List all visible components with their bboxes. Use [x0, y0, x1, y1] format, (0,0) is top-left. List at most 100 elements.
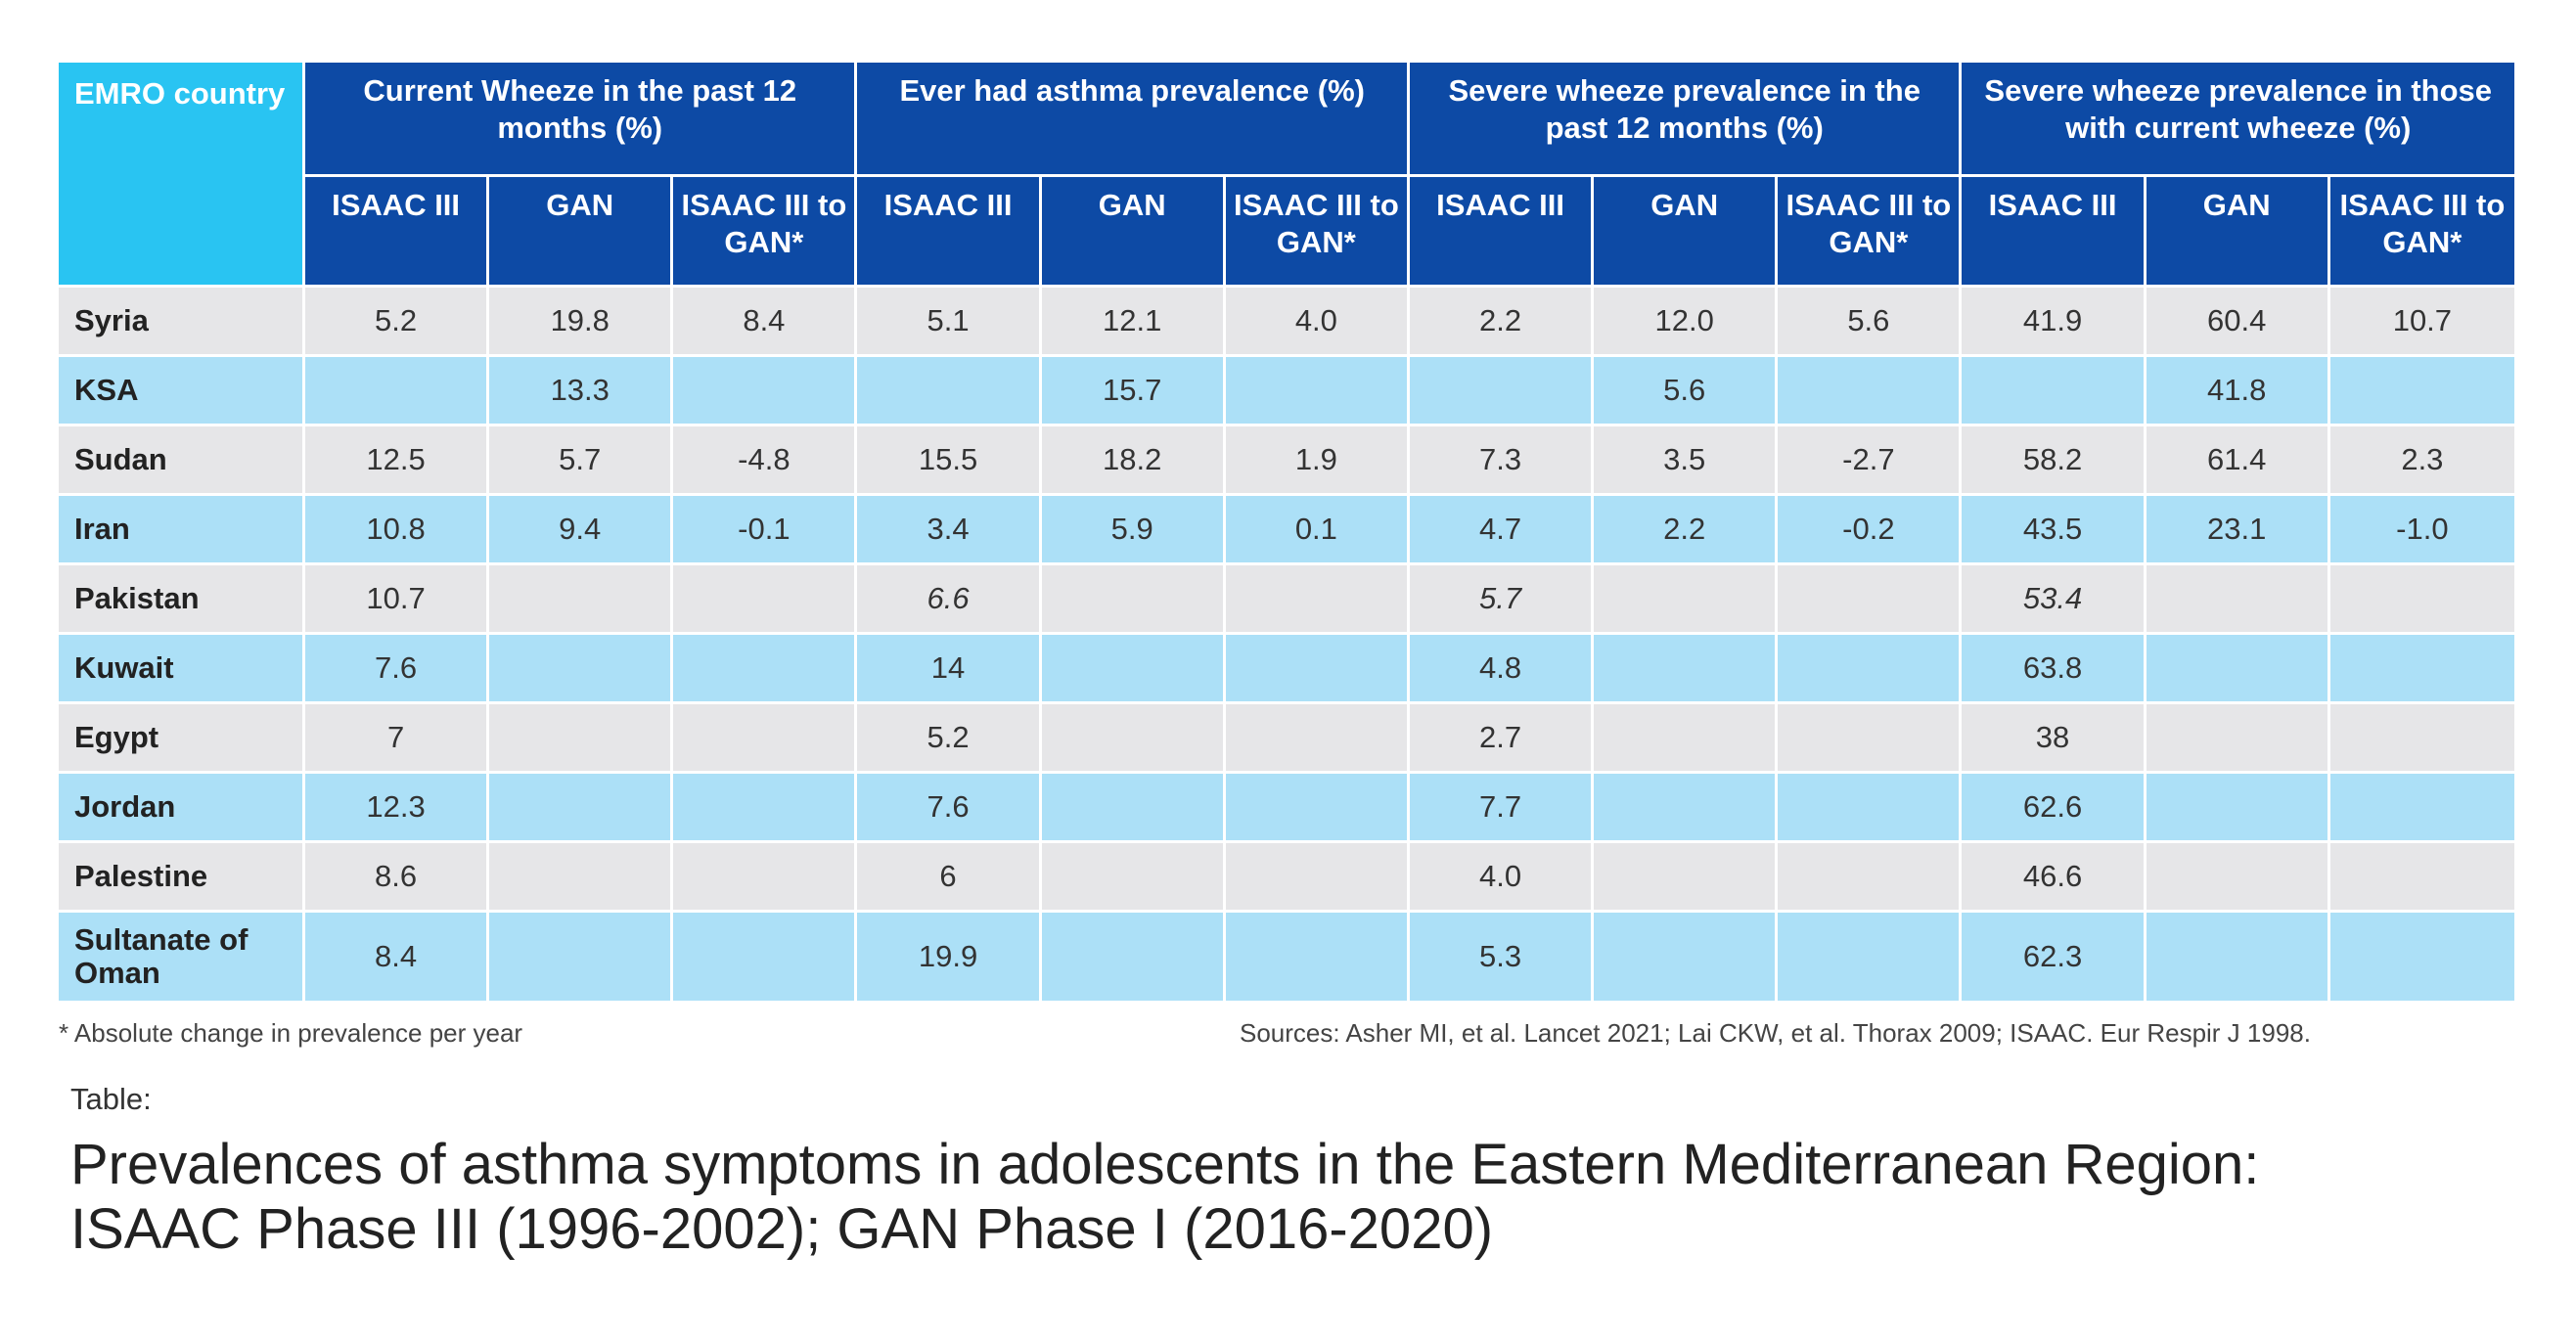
header-group-row: EMRO country Current Wheeze in the past …: [59, 63, 2514, 288]
table-title: Prevalences of asthma symptoms in adoles…: [70, 1133, 2260, 1261]
value-cell: 5.9: [1041, 496, 1226, 565]
value-cell: [673, 357, 858, 426]
table-row: Syria 5.2 19.8 8.4 5.1 12.1 4.0 2.2 12.0 5.6 41.9 6…: [59, 288, 2514, 357]
subheader-change: ISAAC III to GAN*: [1225, 177, 1410, 288]
value-cell: [2146, 913, 2330, 1004]
value-cell: [1225, 704, 1410, 774]
value-cell: 13.3: [489, 357, 674, 426]
value-cell: [1778, 843, 1963, 913]
table-label: Table:: [70, 1082, 152, 1116]
value-cell: 3.4: [857, 496, 1042, 565]
subheader-gan: GAN: [1041, 177, 1226, 288]
subheader-isaac-iii: ISAAC III: [305, 177, 490, 288]
value-cell: 18.2: [1041, 426, 1226, 496]
value-cell: 2.3: [2329, 426, 2514, 496]
table-row: KSA 13.3 15.7 5.6 41.8: [59, 357, 2514, 426]
value-cell: [489, 704, 674, 774]
value-cell: [2329, 843, 2514, 913]
table-row: Iran 10.8 9.4 -0.1 3.4 5.9 0.1 4.7 2.2 -0.2 43.5 23…: [59, 496, 2514, 565]
value-cell: 58.2: [1962, 426, 2147, 496]
value-cell: [1778, 565, 1963, 635]
value-cell: [489, 565, 674, 635]
value-cell: 2.7: [1409, 704, 1595, 774]
value-cell: 15.5: [857, 426, 1042, 496]
value-cell: [1594, 913, 1779, 1004]
value-cell: [1041, 565, 1226, 635]
value-cell: -4.8: [673, 426, 858, 496]
value-cell: [1041, 635, 1226, 704]
value-cell: -1.0: [2329, 496, 2514, 565]
value-cell: 4.7: [1409, 496, 1595, 565]
value-cell: [2146, 843, 2330, 913]
value-cell: 43.5: [1962, 496, 2147, 565]
value-cell: [1594, 565, 1779, 635]
group-header-severe-wheeze: Severe wheeze prevalence in the past 12 …: [1409, 63, 1963, 177]
value-cell: [1778, 913, 1963, 1004]
table-header: EMRO country Current Wheeze in the past …: [59, 63, 2514, 288]
subheader-change: ISAAC III to GAN*: [1778, 177, 1963, 288]
value-cell: 62.6: [1962, 774, 2147, 843]
subheader-isaac-iii: ISAAC III: [1409, 177, 1595, 288]
value-cell: [489, 913, 674, 1004]
group-header-current-wheeze: Current Wheeze in the past 12 months (%): [305, 63, 858, 177]
value-cell: 6.6: [857, 565, 1042, 635]
subheader-gan: GAN: [1594, 177, 1779, 288]
value-cell: [1594, 843, 1779, 913]
value-cell: 12.1: [1041, 288, 1226, 357]
value-cell: [2329, 774, 2514, 843]
value-cell: 5.1: [857, 288, 1042, 357]
value-cell: [673, 704, 858, 774]
value-cell: [673, 774, 858, 843]
value-cell: 5.6: [1594, 357, 1779, 426]
value-cell: 9.4: [489, 496, 674, 565]
country-name-cell: KSA: [59, 357, 305, 426]
footnote: * Absolute change in prevalence per year: [59, 1018, 523, 1048]
country-name-cell: Kuwait: [59, 635, 305, 704]
value-cell: 4.8: [1409, 635, 1595, 704]
value-cell: -0.1: [673, 496, 858, 565]
value-cell: [673, 565, 858, 635]
value-cell: 10.7: [2329, 288, 2514, 357]
value-cell: [2146, 565, 2330, 635]
value-cell: [489, 774, 674, 843]
value-cell: 5.7: [489, 426, 674, 496]
value-cell: [1594, 774, 1779, 843]
value-cell: 10.8: [305, 496, 490, 565]
value-cell: 14: [857, 635, 1042, 704]
value-cell: 8.4: [673, 288, 858, 357]
value-cell: 2.2: [1594, 496, 1779, 565]
value-cell: 8.6: [305, 843, 490, 913]
value-cell: 15.7: [1041, 357, 1226, 426]
value-cell: 12.5: [305, 426, 490, 496]
country-name-cell: Sudan: [59, 426, 305, 496]
value-cell: [1594, 704, 1779, 774]
value-cell: 41.8: [2146, 357, 2330, 426]
header-sub-row: ISAAC III GAN ISAAC III to GAN* ISAAC II…: [59, 177, 2514, 288]
value-cell: [1778, 704, 1963, 774]
value-cell: 5.7: [1409, 565, 1595, 635]
value-cell: 0.1: [1225, 496, 1410, 565]
value-cell: 4.0: [1409, 843, 1595, 913]
prevalence-table: EMRO country Current Wheeze in the past …: [59, 63, 2514, 1004]
table-row: Sultanate of Oman 8.4 19.9 5.3 62.3: [59, 913, 2514, 1004]
value-cell: [2329, 704, 2514, 774]
value-cell: -0.2: [1778, 496, 1963, 565]
subheader-isaac-iii: ISAAC III: [857, 177, 1042, 288]
value-cell: 2.2: [1409, 288, 1595, 357]
table-row: Egypt 7 5.2 2.7 38: [59, 704, 2514, 774]
subheader-change: ISAAC III to GAN*: [673, 177, 858, 288]
subheader-gan: GAN: [489, 177, 674, 288]
value-cell: [1041, 913, 1226, 1004]
value-cell: [1225, 913, 1410, 1004]
value-cell: 6: [857, 843, 1042, 913]
table-row: Kuwait 7.6 14 4.8 63.8: [59, 635, 2514, 704]
value-cell: [673, 635, 858, 704]
value-cell: 1.9: [1225, 426, 1410, 496]
value-cell: 4.0: [1225, 288, 1410, 357]
value-cell: 3.5: [1594, 426, 1779, 496]
country-name-cell: Syria: [59, 288, 305, 357]
value-cell: 60.4: [2146, 288, 2330, 357]
value-cell: [1041, 774, 1226, 843]
value-cell: 10.7: [305, 565, 490, 635]
value-cell: 7.7: [1409, 774, 1595, 843]
